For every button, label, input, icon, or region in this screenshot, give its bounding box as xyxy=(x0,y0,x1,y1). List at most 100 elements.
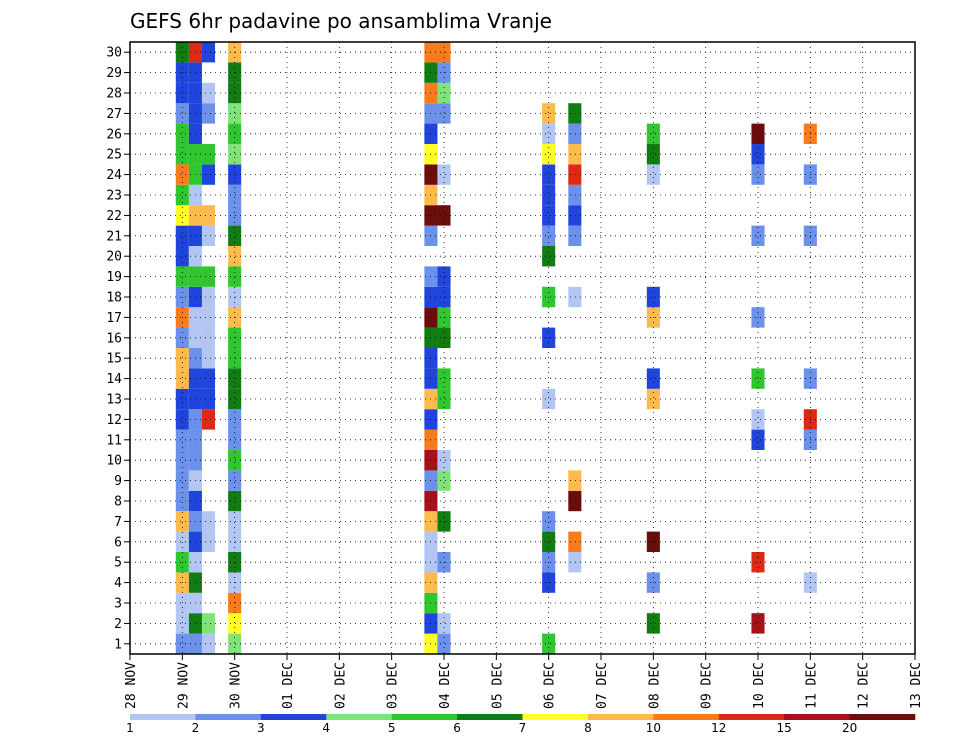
y-tick-label: 13 xyxy=(106,393,122,408)
heatmap-cell xyxy=(228,246,242,267)
heatmap-cell xyxy=(568,184,582,206)
heatmap-cell xyxy=(228,613,242,634)
colorbar-label: 4 xyxy=(322,721,330,735)
y-tick-label: 11 xyxy=(106,433,122,448)
colorbar-swatch xyxy=(587,714,654,720)
heatmap-cell xyxy=(437,511,451,532)
heatmap-cell xyxy=(201,307,216,328)
heatmap-cell xyxy=(751,368,765,389)
heatmap-cell xyxy=(568,144,582,165)
heatmap-cell xyxy=(568,225,582,246)
heatmap-cell xyxy=(542,511,556,532)
colorbar-swatch xyxy=(391,714,458,720)
heatmap-cell xyxy=(175,450,189,471)
heatmap-cell xyxy=(542,184,556,206)
heatmap-cell xyxy=(228,368,242,389)
heatmap-cell xyxy=(542,633,556,654)
colorbar-label: 10 xyxy=(646,721,661,735)
y-tick-label: 25 xyxy=(106,148,122,163)
heatmap-cell xyxy=(437,103,451,124)
heatmap-cell xyxy=(646,144,660,165)
heatmap-cell xyxy=(646,613,660,634)
heatmap-cell xyxy=(568,470,582,491)
colorbar-swatch xyxy=(784,714,850,720)
heatmap-cell xyxy=(568,286,582,308)
heatmap-cell xyxy=(751,164,765,185)
y-tick-label: 3 xyxy=(114,597,122,612)
y-tick-label: 5 xyxy=(114,556,122,571)
y-tick-label: 17 xyxy=(106,311,122,326)
colorbar-label: 20 xyxy=(842,721,857,735)
colorbar-swatch xyxy=(653,714,720,720)
heatmap-cell xyxy=(542,246,556,267)
x-tick-label: 05 DEC xyxy=(490,662,505,709)
heatmap-cell xyxy=(228,511,242,532)
y-tick-label: 4 xyxy=(114,576,122,591)
heatmap-cell xyxy=(751,144,765,165)
y-tick-label: 24 xyxy=(106,168,122,183)
x-tick-label: 04 DEC xyxy=(438,662,453,709)
x-tick-label: 02 DEC xyxy=(333,662,348,709)
heatmap-cell xyxy=(568,531,582,552)
heatmap-cell xyxy=(175,511,189,532)
x-tick-label: 13 DEC xyxy=(909,662,924,709)
heatmap-cell xyxy=(228,184,242,206)
heatmap-cell xyxy=(646,123,660,144)
y-tick-label: 19 xyxy=(106,270,122,285)
heatmap-cell xyxy=(646,368,660,389)
heatmap-cell xyxy=(542,144,556,165)
y-tick-label: 8 xyxy=(114,495,122,510)
heatmap-cell xyxy=(201,368,216,389)
heatmap-cell xyxy=(568,552,582,573)
y-tick-label: 15 xyxy=(106,352,122,367)
y-tick-label: 10 xyxy=(106,454,122,469)
heatmap-cell xyxy=(437,388,451,410)
y-tick-label: 7 xyxy=(114,515,122,530)
heatmap-cell xyxy=(568,205,582,226)
x-tick-label: 10 DEC xyxy=(752,662,767,709)
colorbar-swatch xyxy=(718,714,785,720)
heatmap-cell xyxy=(228,490,242,512)
heatmap-cell xyxy=(201,633,216,654)
y-tick-label: 12 xyxy=(106,413,122,428)
y-tick-label: 22 xyxy=(106,209,122,224)
heatmap-cell xyxy=(542,531,556,552)
heatmap-cell xyxy=(175,266,189,287)
x-tick-label: 01 DEC xyxy=(281,662,296,709)
colorbar-label: 3 xyxy=(257,721,265,735)
heatmap-cell xyxy=(228,531,242,552)
heatmap-cell xyxy=(228,348,242,369)
heatmap-cell xyxy=(437,164,451,185)
heatmap-cell xyxy=(228,225,242,246)
heatmap-cell xyxy=(201,266,216,287)
colorbar-swatch xyxy=(130,714,196,720)
heatmap-cell xyxy=(568,164,582,185)
heatmap-cell xyxy=(201,613,216,634)
colorbar-label: 5 xyxy=(388,721,396,735)
x-tick-label: 03 DEC xyxy=(386,662,401,709)
x-tick-label: 11 DEC xyxy=(804,662,819,709)
x-tick-label: 08 DEC xyxy=(647,662,662,709)
heatmap-cell xyxy=(646,531,660,552)
heatmap-cell xyxy=(751,409,765,430)
colorbar-swatch xyxy=(195,714,262,720)
colorbar-label: 12 xyxy=(711,721,726,735)
heatmap-cell xyxy=(751,429,765,450)
colorbar-label: 2 xyxy=(192,721,200,735)
heatmap-cell xyxy=(175,184,189,206)
heatmap-cell xyxy=(201,82,216,104)
y-tick-label: 9 xyxy=(114,474,122,489)
heatmap-cell xyxy=(175,225,189,246)
colorbar-swatch xyxy=(522,714,589,720)
heatmap-cell xyxy=(201,348,216,369)
y-tick-label: 1 xyxy=(114,637,122,652)
heatmap-cell xyxy=(175,123,189,144)
colorbar-label: 6 xyxy=(453,721,461,735)
heatmap-cell xyxy=(175,470,189,491)
heatmap-cell xyxy=(175,613,189,634)
colorbar-swatch xyxy=(260,714,327,720)
heatmap-cell xyxy=(175,388,189,410)
colorbar-label: 1 xyxy=(126,721,134,735)
heatmap-cell xyxy=(175,205,189,226)
heatmap-cell xyxy=(175,144,189,165)
